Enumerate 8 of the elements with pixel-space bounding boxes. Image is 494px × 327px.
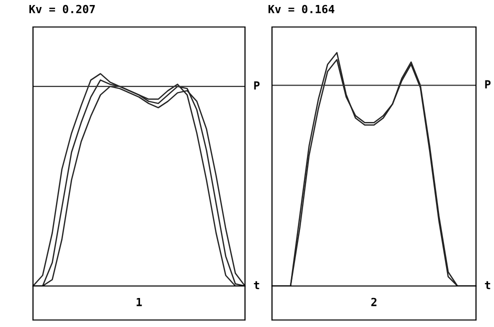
text: 2 xyxy=(371,298,376,306)
x-axis-title: t xyxy=(484,281,490,290)
chart-title: Kv = 0.164 xyxy=(268,4,334,14)
ref-line-label: P xyxy=(485,80,491,88)
text: 1 xyxy=(136,298,142,306)
x-axis-title: t xyxy=(254,281,260,290)
ref-line-label: P xyxy=(254,81,260,90)
chart-title: Kv = 0.207 xyxy=(29,4,95,14)
